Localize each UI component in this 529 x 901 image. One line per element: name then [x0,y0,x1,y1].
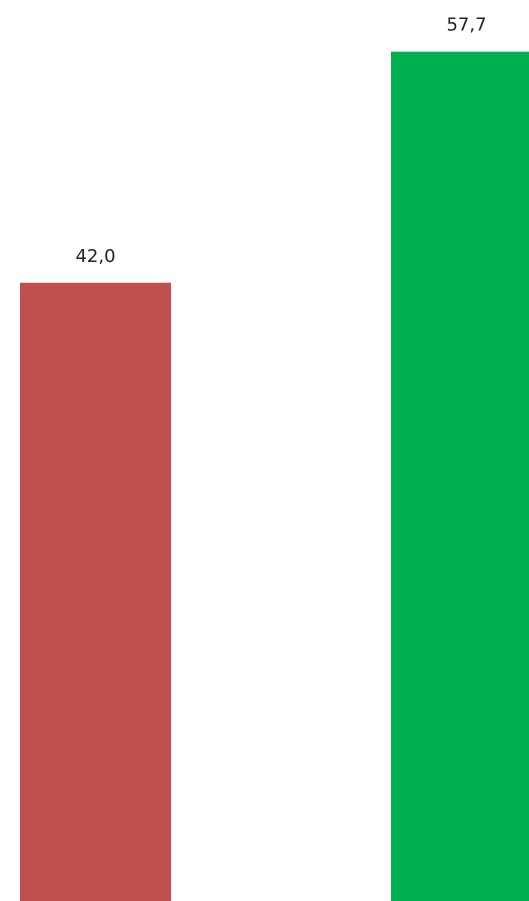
value-label: 42,0 [75,246,115,267]
bar [20,282,171,901]
bar [391,51,529,901]
value-label: 57,7 [446,15,486,36]
